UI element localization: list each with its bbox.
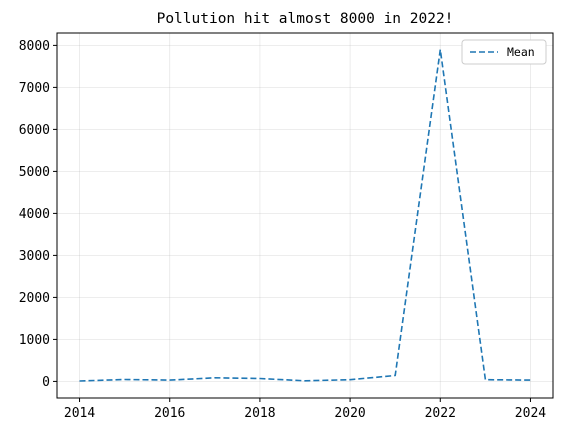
legend-label-mean: Mean: [507, 45, 535, 59]
series-line-mean: [79, 48, 531, 382]
y-tick-label: 0: [42, 375, 50, 390]
y-tick-label: 4000: [19, 207, 50, 222]
x-tick-label: 2016: [154, 406, 185, 421]
y-tick-label: 2000: [19, 291, 50, 306]
y-tick-label: 6000: [19, 123, 50, 138]
y-tick-label: 8000: [19, 39, 50, 54]
x-tick-label: 2022: [425, 406, 456, 421]
legend: Mean: [461, 39, 547, 65]
x-axis: 2014 2016 2018 2020 2022 2024: [64, 398, 546, 421]
y-tick-label: 5000: [19, 165, 50, 180]
plot-frame: [56, 32, 554, 399]
y-tick-label: 7000: [19, 81, 50, 96]
y-tick-label: 3000: [19, 249, 50, 264]
x-tick-label: 2020: [334, 406, 365, 421]
x-tick-label: 2024: [515, 406, 546, 421]
x-tick-label: 2018: [244, 406, 275, 421]
x-tick-label: 2014: [64, 406, 95, 421]
y-axis: 0 1000 2000 3000 4000 5000 6000 7000 8000: [19, 39, 57, 390]
grid: [57, 33, 553, 398]
series-layer: [79, 48, 531, 382]
chart-title: Pollution hit almost 8000 in 2022!: [157, 11, 454, 27]
legend-box: [461, 39, 547, 65]
y-tick-label: 1000: [19, 333, 50, 348]
